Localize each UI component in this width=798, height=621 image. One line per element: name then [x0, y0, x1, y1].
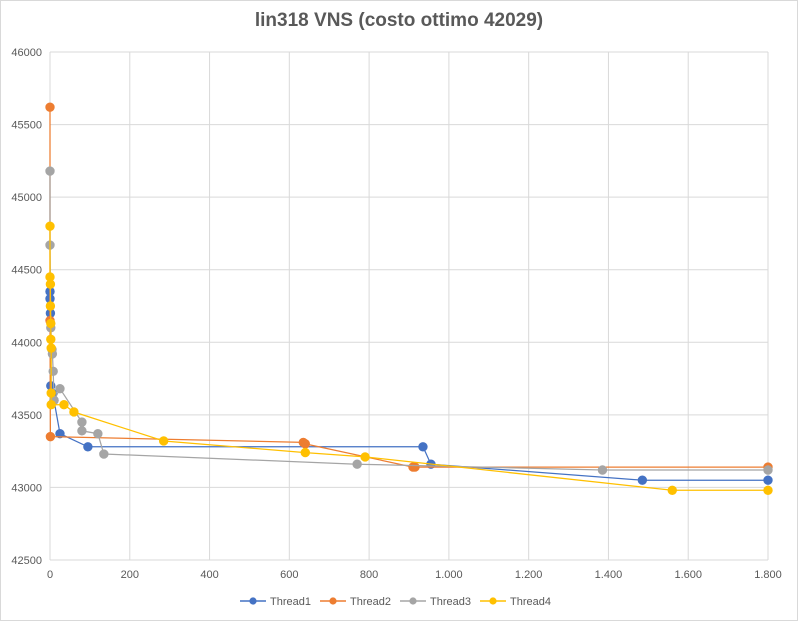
- data-point: [597, 465, 608, 475]
- legend-item-Thread3: Thread3: [400, 596, 471, 608]
- series-line: [49, 171, 768, 471]
- series-line: [49, 107, 768, 468]
- y-tick-label: 46000: [11, 47, 42, 59]
- series-Thread4: [45, 221, 773, 496]
- chart-title: lin318 VNS (costo ottimo 42029): [254, 10, 544, 31]
- data-point: [46, 334, 56, 345]
- data-point: [300, 447, 310, 458]
- series-Thread1: [45, 286, 773, 485]
- x-tick-label: 0: [47, 569, 53, 581]
- data-point: [45, 166, 55, 176]
- data-point: [69, 407, 79, 417]
- data-point: [55, 429, 65, 439]
- data-point: [77, 417, 87, 427]
- data-point: [99, 449, 109, 459]
- series-line: [49, 291, 768, 481]
- legend-item-Thread1: Thread1: [240, 596, 311, 608]
- data-point: [352, 459, 362, 469]
- y-tick-label: 42500: [11, 555, 42, 567]
- y-tick-label: 45500: [11, 120, 42, 132]
- x-tick-label: 1.200: [515, 569, 543, 581]
- x-tick-label: 600: [280, 569, 298, 581]
- data-point: [46, 388, 56, 398]
- legend-label: Thread4: [510, 596, 551, 608]
- y-tick-label: 45000: [11, 192, 42, 204]
- legend-marker: [409, 597, 417, 605]
- data-point: [637, 475, 648, 485]
- data-point: [763, 485, 773, 496]
- data-point: [410, 462, 420, 472]
- x-tick-label: 1.400: [595, 569, 623, 581]
- x-tick-label: 400: [200, 569, 218, 581]
- data-point: [46, 318, 56, 329]
- data-point: [45, 301, 56, 311]
- data-point: [46, 399, 56, 410]
- axes: 42500 43000 43500 44000 44500 45000 45500 46000…: [11, 47, 781, 581]
- data-point: [45, 221, 55, 231]
- legend-item-Thread2: Thread2: [320, 596, 391, 608]
- series-Thread2: [45, 102, 773, 472]
- data-point: [763, 475, 773, 485]
- data-point: [45, 279, 56, 289]
- data-point: [667, 485, 677, 496]
- x-tick-label: 200: [121, 569, 139, 581]
- data-point: [300, 439, 310, 449]
- y-tick-label: 43000: [11, 482, 42, 494]
- x-tick-label: 1.000: [435, 569, 463, 581]
- data-point: [46, 343, 56, 353]
- legend-label: Thread1: [270, 596, 311, 608]
- data-point: [45, 102, 55, 112]
- data-point: [360, 452, 370, 462]
- legend-item-Thread4: Thread4: [480, 596, 551, 608]
- data-point: [418, 442, 428, 452]
- data-point: [763, 465, 773, 475]
- data-point: [55, 384, 65, 394]
- data-point: [83, 442, 93, 452]
- y-tick-label: 44000: [11, 337, 42, 349]
- legend-marker: [329, 597, 337, 605]
- data-point: [77, 426, 87, 436]
- legend-label: Thread2: [350, 596, 391, 608]
- x-tick-label: 1.600: [674, 569, 702, 581]
- legend-label: Thread3: [430, 596, 471, 608]
- data-point: [158, 436, 169, 446]
- x-tick-label: 1.800: [754, 569, 782, 581]
- x-tick-label: 800: [360, 569, 378, 581]
- data-point: [48, 366, 58, 377]
- series-layer: [45, 102, 773, 496]
- y-tick-label: 43500: [11, 410, 42, 422]
- legend: Thread1 Thread2 Thread3 Thread4: [240, 596, 551, 608]
- data-point: [93, 429, 103, 439]
- data-point: [59, 399, 69, 410]
- data-point: [45, 431, 56, 442]
- series-Thread3: [45, 166, 773, 475]
- grid-lines: [49, 51, 769, 561]
- y-tick-label: 44500: [11, 265, 42, 277]
- legend-marker: [249, 597, 257, 605]
- series-line: [49, 226, 768, 491]
- legend-marker: [489, 597, 497, 605]
